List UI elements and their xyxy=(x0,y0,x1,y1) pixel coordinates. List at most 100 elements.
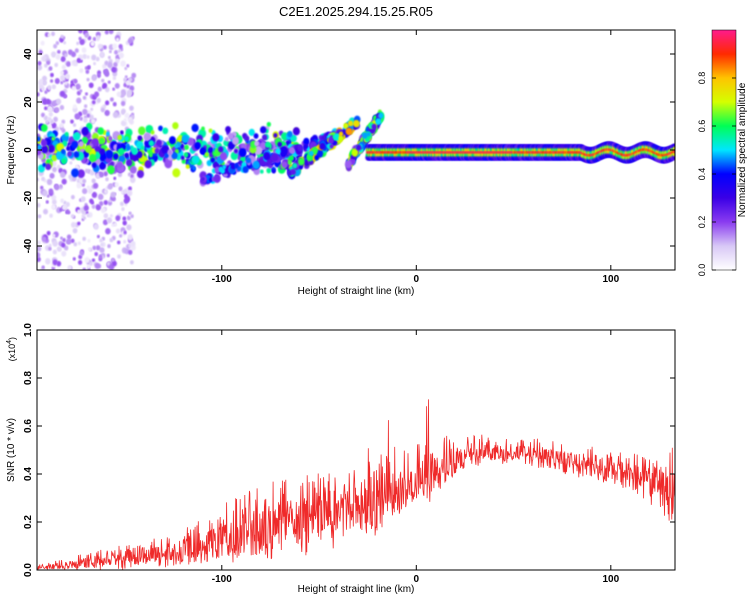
heatmap-cell xyxy=(96,234,100,239)
heatmap-cell xyxy=(93,62,96,66)
heatmap-cell xyxy=(161,145,170,155)
heatmap-cell xyxy=(201,126,205,131)
heatmap-cell xyxy=(49,213,53,218)
heatmap-cell xyxy=(44,106,48,111)
heatmap-cell xyxy=(100,30,104,33)
heatmap-cell xyxy=(61,64,66,70)
heatmap-cell xyxy=(101,78,105,83)
heatmap-cell xyxy=(77,221,81,226)
heatmap-cell xyxy=(117,161,123,168)
heatmap-cell xyxy=(81,127,89,136)
heatmap-cell xyxy=(41,87,45,92)
heatmap-cell xyxy=(84,168,89,174)
heatmap-cell xyxy=(183,152,189,158)
heatmap-cell xyxy=(123,230,127,235)
heatmap-cell xyxy=(115,37,120,42)
heatmap-cell xyxy=(148,152,153,158)
snr-xlabel: Height of straight line (km) xyxy=(298,584,415,595)
heatmap-cell xyxy=(92,245,97,251)
heatmap-cell xyxy=(138,126,146,136)
heatmap-cell xyxy=(277,141,283,148)
heatmap-cell xyxy=(45,200,49,204)
heatmap-cell xyxy=(177,137,182,142)
spectrogram-xtick-label: 0 xyxy=(414,274,420,285)
heatmap-cell xyxy=(96,73,101,78)
heatmap-cell xyxy=(54,126,60,132)
heatmap-cell xyxy=(172,168,181,178)
heatmap-cell xyxy=(181,158,186,164)
heatmap-cell xyxy=(91,162,97,169)
spectrogram-ylabel: Frequency (Hz) xyxy=(6,116,17,185)
heatmap-cell xyxy=(117,49,121,53)
heatmap-cell xyxy=(41,176,45,182)
heatmap-cell xyxy=(51,199,57,205)
snr-xtick-label: 100 xyxy=(602,574,619,585)
heatmap-cell xyxy=(338,131,344,137)
heatmap-cell xyxy=(127,234,133,241)
heatmap-cell xyxy=(303,143,309,150)
heatmap-cell xyxy=(96,174,101,179)
heatmap-cell xyxy=(244,135,250,142)
heatmap-cell xyxy=(82,95,87,100)
snr-ticks: -100 0 100 0.0 0.2 0.4 0.6 0.8 1.0 xyxy=(23,323,675,585)
heatmap-cell xyxy=(112,43,118,50)
heatmap-cell xyxy=(253,133,259,139)
heatmap-cell xyxy=(201,176,205,182)
heatmap-cell xyxy=(86,113,91,118)
heatmap-cell xyxy=(116,240,121,245)
heatmap-cell xyxy=(72,132,81,141)
heatmap-cell xyxy=(287,159,293,166)
heatmap-cell xyxy=(91,100,96,105)
heatmap-cell xyxy=(167,149,173,156)
heatmap-cell xyxy=(94,262,100,269)
heatmap-cell xyxy=(106,262,110,266)
heatmap-cell xyxy=(292,127,300,136)
heatmap-cell xyxy=(60,198,65,203)
heatmap-cell xyxy=(82,108,88,116)
heatmap-cell xyxy=(56,164,61,170)
heatmap-cell xyxy=(72,123,77,127)
snr-panel: -100 0 100 0.0 0.2 0.4 0.6 0.8 1.0 Height of str… xyxy=(6,323,676,595)
heatmap-cell xyxy=(62,238,66,243)
heatmap-cell xyxy=(107,55,111,60)
colorbar-ticks: 0.0 0.2 0.4 0.6 0.8 xyxy=(697,72,736,276)
heatmap-cell xyxy=(110,191,116,198)
heatmap-cell xyxy=(130,240,136,247)
heatmap-cell xyxy=(40,185,44,190)
heatmap-cell xyxy=(150,130,155,135)
heatmap-cell xyxy=(77,260,83,265)
heatmap-cell xyxy=(97,43,103,50)
heatmap-cell xyxy=(86,264,91,269)
heatmap-cell xyxy=(96,37,100,42)
heatmap-cell xyxy=(83,204,89,212)
heatmap-cell xyxy=(154,148,160,154)
heatmap-cell xyxy=(83,216,86,220)
heatmap-cell xyxy=(59,171,66,178)
heatmap-cell xyxy=(47,85,52,91)
heatmap-cell xyxy=(184,144,189,151)
heatmap-cell xyxy=(119,201,124,207)
heatmap-cell xyxy=(112,111,119,119)
heatmap-cell xyxy=(59,90,66,97)
heatmap-cell xyxy=(192,155,200,164)
heatmap-cell xyxy=(227,132,234,140)
heatmap-cell xyxy=(181,134,189,144)
heatmap-cell xyxy=(114,182,119,188)
heatmap-cell xyxy=(70,238,75,244)
heatmap-cell xyxy=(108,30,114,35)
heatmap-cell xyxy=(113,176,117,180)
heatmap-cell xyxy=(89,198,94,204)
heatmap-cell xyxy=(114,50,119,55)
heatmap-cell xyxy=(122,216,127,221)
heatmap-cell xyxy=(86,65,91,70)
heatmap-cell xyxy=(259,126,267,134)
heatmap-cell xyxy=(115,228,121,234)
heatmap-cell xyxy=(113,62,118,68)
heatmap-cell xyxy=(88,247,92,251)
heatmap-cell xyxy=(44,90,48,94)
heatmap-cell xyxy=(79,89,83,93)
heatmap-cell xyxy=(83,117,88,123)
heatmap-cell xyxy=(87,187,93,194)
heatmap-cell xyxy=(194,141,201,150)
heatmap-cell xyxy=(92,36,97,42)
